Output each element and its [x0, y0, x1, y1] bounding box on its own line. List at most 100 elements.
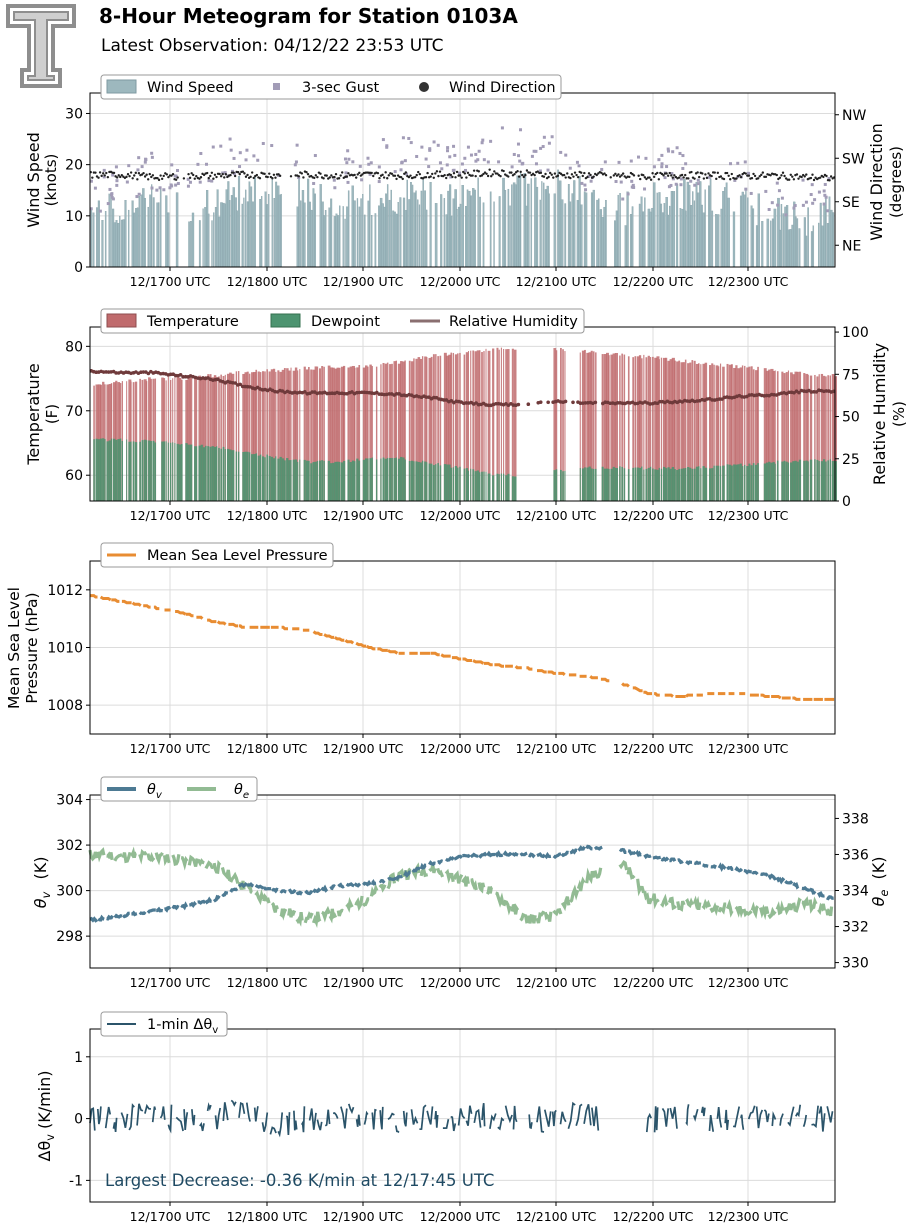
- wind-speed-bar: [663, 203, 666, 268]
- wind-direction-point: [628, 175, 631, 179]
- temperature-bar: [634, 356, 637, 501]
- theta-v-line: [544, 851, 552, 860]
- gust-point: [674, 182, 678, 186]
- gust-point: [804, 200, 808, 204]
- dewpoint-bar: [733, 464, 737, 501]
- theta-v-line: [345, 882, 355, 888]
- theta-v-line: [146, 908, 156, 914]
- gust-point: [369, 161, 373, 165]
- gust-point: [660, 153, 664, 157]
- wind-direction-point: [165, 173, 169, 176]
- wind-direction-point: [775, 173, 778, 177]
- theta-v-line: [246, 882, 255, 888]
- wind-speed-bar: [631, 206, 634, 268]
- wind-direction-point: [358, 171, 361, 175]
- wind-direction-point: [490, 174, 493, 178]
- wind-speed-bar: [207, 213, 210, 268]
- dewpoint-bar: [654, 469, 658, 501]
- y2-axis-label-unit: (K): [869, 857, 888, 880]
- wind-direction-point: [829, 175, 833, 178]
- wind-direction-point: [347, 172, 350, 175]
- temperature-bar: [161, 377, 164, 501]
- gust-point: [403, 159, 407, 163]
- pressure-line: [462, 657, 473, 662]
- theta-v-line: [816, 890, 825, 899]
- theta-e-line: [287, 908, 297, 918]
- temperature-bar: [595, 352, 597, 501]
- wind-direction-point: [263, 172, 266, 176]
- wind-direction-point: [115, 176, 119, 179]
- theta-e-line: [519, 912, 529, 924]
- theta-v-line: [792, 881, 800, 890]
- wind-speed-bar: [307, 178, 310, 268]
- theta-e-line: [477, 882, 486, 894]
- wind-speed-bar: [761, 221, 764, 268]
- pressure-line: [143, 604, 151, 609]
- pressure-line: [430, 651, 440, 657]
- dewpoint-bar: [443, 464, 447, 501]
- wind-speed-bar: [445, 214, 448, 268]
- x-tick-label: 12/2300 UTC: [708, 975, 789, 990]
- gust-point: [660, 162, 664, 166]
- gust-point: [102, 168, 106, 172]
- gust-point: [137, 156, 141, 160]
- temperature-bar: [150, 378, 152, 501]
- temperature-bar: [242, 373, 245, 501]
- legend-label: Wind Direction: [449, 80, 556, 96]
- dewpoint-bar: [649, 466, 652, 501]
- temperature-bar: [428, 357, 432, 501]
- dewpoint-bar: [744, 464, 746, 501]
- rh-point: [303, 390, 307, 394]
- wind-speed-bar: [133, 212, 136, 268]
- theta-v-line: [361, 879, 372, 887]
- wind-direction-point: [462, 170, 465, 174]
- wind-speed-bar: [188, 221, 190, 268]
- wind-speed-bar: [337, 215, 340, 268]
- gust-point: [681, 154, 685, 158]
- dewpoint-bar: [684, 467, 687, 501]
- gust-point: [770, 201, 774, 205]
- temperature-bar: [467, 351, 469, 501]
- wind-speed-bar: [626, 191, 629, 268]
- gust-point: [332, 178, 336, 182]
- wind-speed-bar: [324, 210, 327, 268]
- dewpoint-bar: [588, 466, 592, 501]
- temperature-bar: [606, 352, 609, 501]
- gust-point: [621, 197, 625, 201]
- dewpoint-bar: [259, 454, 262, 501]
- wind-direction-point: [396, 174, 400, 177]
- dewpoint-bar: [737, 464, 741, 501]
- temperature-bar: [292, 370, 296, 501]
- temperature-bar: [314, 366, 317, 501]
- dewpoint-bar: [226, 448, 230, 501]
- wind-speed-bar: [590, 192, 594, 268]
- gust-point: [530, 154, 534, 158]
- wind-direction-point: [566, 172, 569, 175]
- wind-direction-point: [652, 175, 656, 179]
- gust-point: [333, 186, 337, 190]
- wind-direction-point: [612, 174, 616, 177]
- dewpoint-bar: [424, 461, 427, 501]
- dewpoint-bar: [667, 467, 671, 501]
- gust-point: [312, 181, 316, 185]
- wind-direction-point: [271, 177, 274, 180]
- theta-e-line: [783, 903, 794, 916]
- temperature-bar: [371, 366, 373, 501]
- dewpoint-bar: [687, 467, 690, 501]
- gust-point: [469, 153, 473, 157]
- dewpoint-bar: [152, 440, 155, 501]
- gust-point: [453, 153, 457, 157]
- wind-direction-point: [246, 173, 249, 177]
- wind-speed-bar: [541, 181, 543, 268]
- wind-direction-point: [575, 173, 578, 177]
- wind-speed-bar: [688, 184, 691, 268]
- pressure-line: [472, 659, 485, 665]
- wind-direction-point: [600, 171, 603, 175]
- wind-speed-bar: [690, 205, 693, 268]
- wind-direction-point: [424, 176, 428, 179]
- wind-direction-point: [399, 175, 403, 179]
- wind-speed-bar: [253, 175, 256, 268]
- x-tick-label: 12/1700 UTC: [130, 975, 211, 990]
- theta-e-line: [345, 896, 354, 913]
- wind-direction-point: [458, 174, 462, 177]
